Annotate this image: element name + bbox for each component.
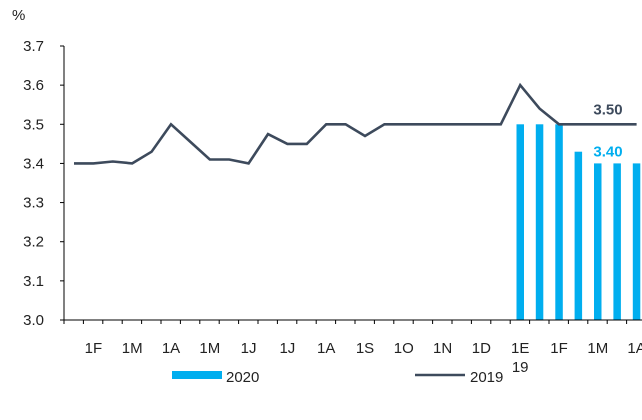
bars-2020 bbox=[516, 124, 641, 320]
y-tick-label: 3.2 bbox=[23, 234, 44, 251]
x-tick-label: 1O bbox=[394, 340, 414, 357]
x-tick-sublabel: 19 bbox=[512, 359, 529, 376]
line-2019 bbox=[74, 82, 637, 165]
x-tick-label: 1A bbox=[627, 340, 642, 357]
x-tick-label: 1M bbox=[122, 340, 143, 357]
bar-2020 bbox=[613, 163, 621, 320]
y-tick-label: 3.3 bbox=[23, 195, 44, 212]
y-tick-label: 3.7 bbox=[23, 38, 44, 55]
x-tick-label: 1J bbox=[241, 340, 257, 357]
bar-2020 bbox=[516, 124, 524, 320]
annotations: 3.50 3.40 bbox=[593, 101, 622, 160]
legend-label-2020: 2020 bbox=[226, 369, 259, 386]
y-axis-unit-label: % bbox=[12, 7, 25, 24]
bar-2020 bbox=[594, 163, 602, 320]
bar-2020 bbox=[535, 124, 544, 320]
x-tick-label: 1M bbox=[199, 340, 220, 357]
x-tick-label: 1F bbox=[550, 340, 568, 357]
x-tick-label: 1F bbox=[85, 340, 103, 357]
bar-2020 bbox=[574, 151, 583, 320]
x-tick-label: 1N bbox=[433, 340, 452, 357]
legend-label-2019: 2019 bbox=[470, 369, 503, 386]
y-axis-ticks: 3.0 3.1 3.2 3.3 3.4 3.5 3.6 3.7 bbox=[23, 38, 64, 329]
y-tick-label: 3.6 bbox=[23, 77, 44, 94]
y-tick-label: 3.4 bbox=[23, 155, 44, 172]
bar-2020 bbox=[555, 124, 563, 320]
annotation-2020-last: 3.40 bbox=[593, 143, 622, 160]
x-tick-label: 1J bbox=[279, 340, 295, 357]
annotation-2019-last: 3.50 bbox=[593, 101, 622, 118]
x-tick-label: 1D bbox=[472, 340, 491, 357]
lines-2019 bbox=[74, 82, 637, 165]
x-tick-label: 1E bbox=[511, 340, 529, 357]
x-tick-label: 1M bbox=[587, 340, 608, 357]
y-tick-label: 3.5 bbox=[23, 116, 44, 133]
x-tick-label: 1A bbox=[162, 340, 180, 357]
x-tick-label: 1S bbox=[356, 340, 374, 357]
y-tick-label: 3.1 bbox=[23, 273, 44, 290]
legend-swatch-2020 bbox=[172, 371, 222, 379]
x-tick-label: 1A bbox=[317, 340, 335, 357]
bar-2020 bbox=[632, 163, 641, 320]
y-tick-label: 3.0 bbox=[23, 312, 44, 329]
legend: 2020 2019 bbox=[172, 369, 503, 386]
x-axis-ticks: 1F 1M 1A 1M 1J 1J 1A 1S 1O 1N 1D 1E 19 1F 1M 1A bbox=[63, 320, 642, 376]
